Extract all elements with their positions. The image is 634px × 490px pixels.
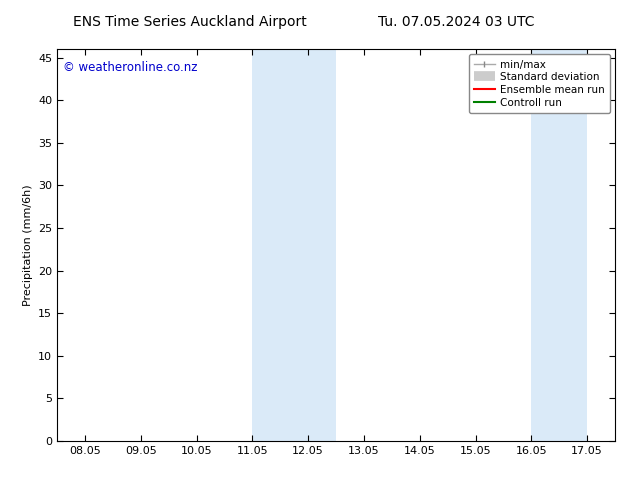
Text: Tu. 07.05.2024 03 UTC: Tu. 07.05.2024 03 UTC [378, 15, 534, 29]
Text: ENS Time Series Auckland Airport: ENS Time Series Auckland Airport [74, 15, 307, 29]
Text: © weatheronline.co.nz: © weatheronline.co.nz [63, 61, 197, 74]
Y-axis label: Precipitation (mm/6h): Precipitation (mm/6h) [23, 184, 32, 306]
Bar [252, 49, 336, 441]
Bar [531, 49, 587, 441]
Legend: min/max, Standard deviation, Ensemble mean run, Controll run: min/max, Standard deviation, Ensemble me… [469, 54, 610, 113]
